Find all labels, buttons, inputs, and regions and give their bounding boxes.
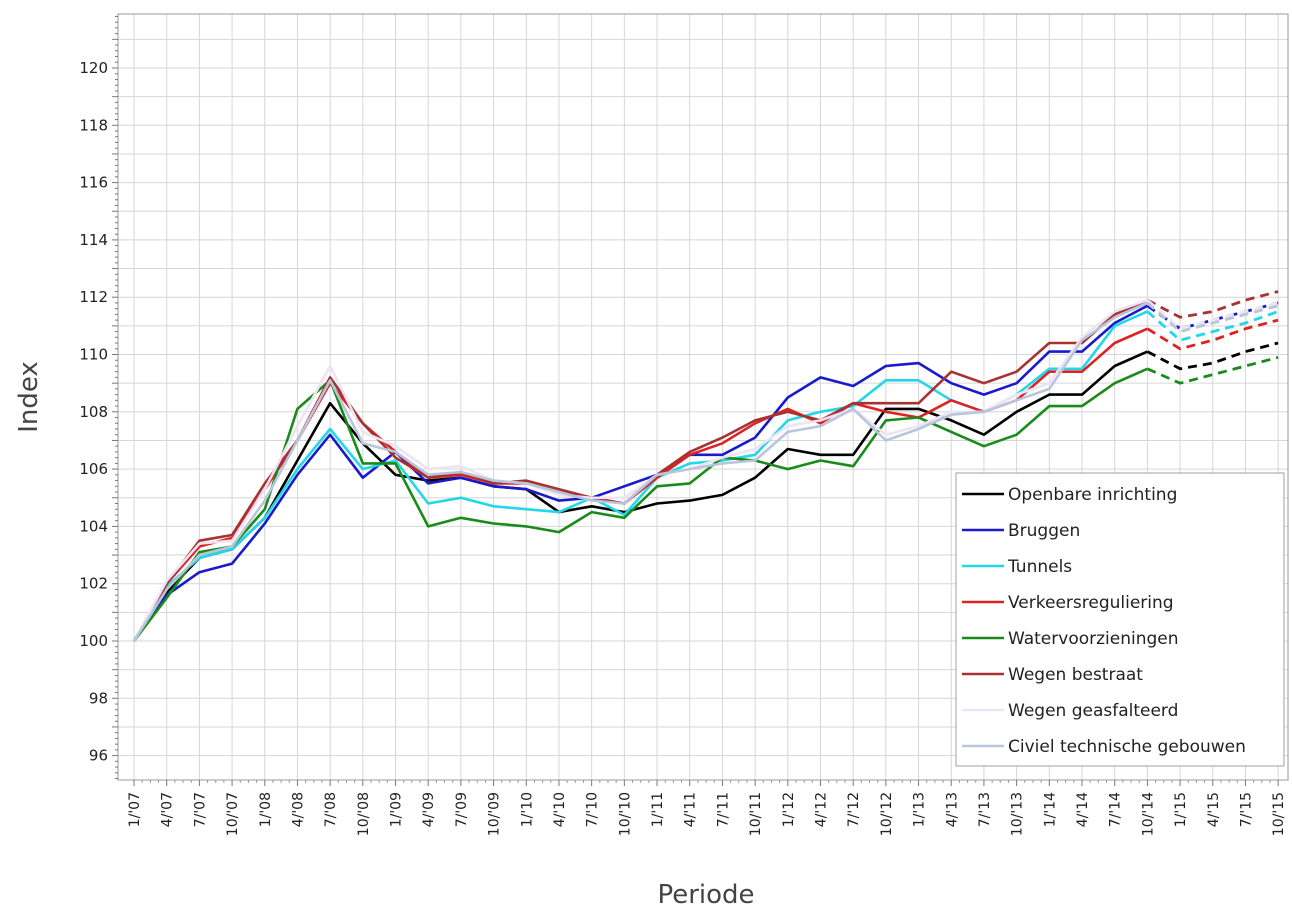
legend-item: Watervoorzieningen <box>962 629 1179 649</box>
y-tick-label: 98 <box>89 689 108 707</box>
x-tick-label: 4/'13 <box>944 792 960 827</box>
series-line-openbare-inrichting <box>132 350 1148 642</box>
legend-item: Civiel technische gebouwen <box>962 737 1246 757</box>
x-tick-label: 1/'11 <box>650 792 666 827</box>
y-tick-label: 112 <box>79 288 108 306</box>
x-tick-label: 4/'15 <box>1206 792 1222 827</box>
x-tick-label: 7/'12 <box>846 792 862 827</box>
x-tick-label: 4/'14 <box>1075 792 1091 827</box>
x-tick-label: 1/'13 <box>912 792 928 827</box>
x-tick-label: 7/'13 <box>977 792 993 827</box>
series-forecast-wegen-geasfalteerd <box>1146 299 1279 331</box>
plot-frame <box>117 13 1289 781</box>
x-tick-label: 7/'10 <box>585 792 601 827</box>
legend-item: Tunnels <box>962 557 1072 577</box>
legend-label: Watervoorzieningen <box>1008 629 1179 649</box>
x-tick-label: 10/'15 <box>1271 792 1287 836</box>
x-tick-label: 4/'10 <box>552 792 568 827</box>
y-tick-label: 108 <box>79 403 108 421</box>
x-tick-label: 10/'08 <box>356 792 372 836</box>
series-line-civiel-technische-gebouwen <box>132 301 1148 642</box>
series-forecast-watervoorzieningen <box>1146 356 1279 385</box>
y-tick-label: 100 <box>79 632 108 650</box>
legend-box <box>955 472 1285 767</box>
legend-item: Bruggen <box>962 521 1080 541</box>
legend-label: Wegen bestraat <box>1008 665 1143 685</box>
legend-label: Verkeersreguliering <box>1008 593 1174 613</box>
x-tick-label: 7/'08 <box>323 792 339 827</box>
x-tick-label: 4/'07 <box>160 792 176 827</box>
series-forecast-civiel-technische-gebouwen <box>1146 301 1279 334</box>
y-tick-label: 104 <box>79 517 108 535</box>
y-tick-label: 102 <box>79 575 108 593</box>
legend-label: Tunnels <box>1007 557 1072 577</box>
y-tick-label: 118 <box>79 116 108 134</box>
legend-label: Wegen geasfalteerd <box>1008 701 1178 721</box>
x-tick-label: 1/'14 <box>1042 792 1058 827</box>
legend-item: Openbare inrichting <box>962 485 1177 505</box>
legend-item: Wegen geasfalteerd <box>962 701 1178 721</box>
x-tick-label: 1/'08 <box>258 792 274 827</box>
legend-item: Verkeersreguliering <box>962 593 1174 613</box>
y-tick-label: 110 <box>79 346 108 364</box>
x-axis-label: Periode <box>657 880 754 909</box>
x-tick-label: 10/'10 <box>617 792 633 836</box>
y-axis-label: Index <box>14 361 44 433</box>
y-tick-label: 120 <box>79 59 108 77</box>
y-tick-label: 114 <box>79 231 108 249</box>
x-tick-label: 10/'12 <box>879 792 895 836</box>
x-tick-label: 10/'07 <box>225 792 241 836</box>
x-tick-label: 7/'11 <box>715 792 731 827</box>
x-tick-label: 4/'09 <box>421 792 437 827</box>
legend-label: Openbare inrichting <box>1008 485 1177 505</box>
series-forecast-tunnels <box>1146 310 1279 342</box>
series-line-watervoorzieningen <box>132 367 1148 642</box>
series-layer <box>132 290 1279 642</box>
x-tick-label: 7/'14 <box>1108 792 1124 827</box>
legend-label: Civiel technische gebouwen <box>1008 737 1246 757</box>
x-tick-label: 1/'09 <box>389 792 405 827</box>
y-axis: 96 98 100 102 104 106 108 110 112 114 116 118 120 <box>79 15 118 780</box>
x-tick-label: 10/'13 <box>1010 792 1026 836</box>
legend-label: Bruggen <box>1008 521 1080 541</box>
x-tick-label: 7/'15 <box>1238 792 1254 827</box>
y-tick-label: 106 <box>79 460 108 478</box>
series-line-bruggen <box>132 304 1149 642</box>
x-axis: 1/'07 4/'07 7/'07 10/'07 1/'08 4/'08 7/'08 10/'… <box>127 780 1287 836</box>
x-tick-label: 10/'11 <box>748 792 764 836</box>
x-tick-label: 1/'15 <box>1173 792 1189 827</box>
x-tick-label: 10/'09 <box>487 792 503 836</box>
legend-item: Wegen bestraat <box>962 665 1143 685</box>
x-tick-label: 4/'11 <box>683 792 699 827</box>
x-tick-label: 4/'08 <box>290 792 306 827</box>
y-tick-label: 116 <box>79 174 108 192</box>
y-tick-label: 96 <box>89 747 108 765</box>
x-tick-label: 4/'12 <box>813 792 829 827</box>
x-tick-label: 1/'07 <box>127 792 143 827</box>
x-tick-label: 1/'12 <box>781 792 797 827</box>
x-tick-label: 1/'10 <box>519 792 535 827</box>
x-tick-label: 10/'14 <box>1140 792 1156 836</box>
x-tick-label: 7/'07 <box>192 792 208 827</box>
legend: Openbare inrichting Bruggen Tunnels Verkeer… <box>955 472 1285 767</box>
x-tick-label: 7/'09 <box>454 792 470 827</box>
